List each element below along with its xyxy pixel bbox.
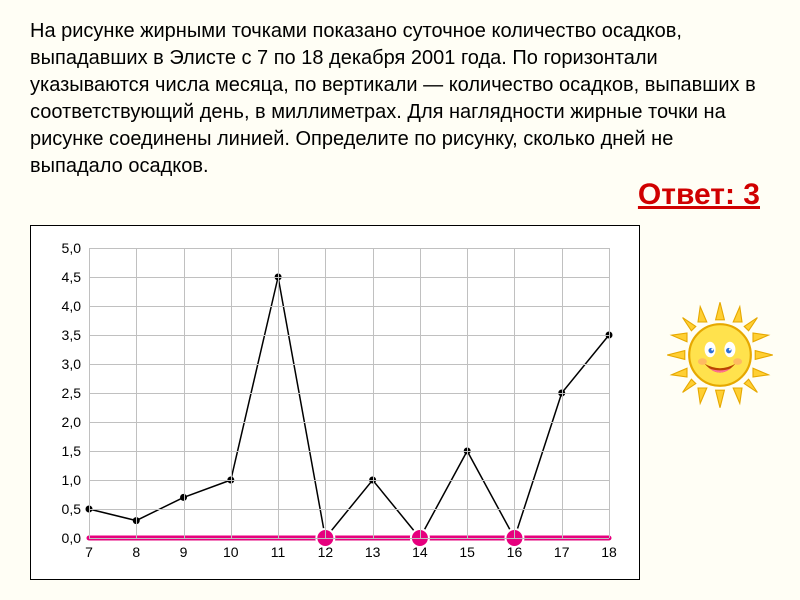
- x-axis-label: 9: [180, 538, 188, 560]
- grid-line-h: [89, 335, 609, 336]
- grid-line-v: [420, 248, 421, 538]
- x-axis-label: 8: [132, 538, 140, 560]
- grid-line-h: [89, 306, 609, 307]
- grid-line-h: [89, 364, 609, 365]
- grid-line-h: [89, 248, 609, 249]
- x-axis-label: 17: [554, 538, 570, 560]
- grid-line-h: [89, 393, 609, 394]
- x-axis-label: 10: [223, 538, 239, 560]
- problem-text: На рисунке жирными точками показано суто…: [0, 0, 800, 188]
- grid-line-v: [89, 248, 90, 538]
- x-axis-label: 16: [507, 538, 523, 560]
- grid-line-v: [609, 248, 610, 538]
- y-axis-label: 3,5: [62, 327, 89, 343]
- answer-label: Ответ: 3: [638, 178, 760, 212]
- grid-line-h: [89, 451, 609, 452]
- y-axis-label: 3,0: [62, 356, 89, 372]
- grid-line-v: [373, 248, 374, 538]
- x-axis-label: 15: [459, 538, 475, 560]
- x-axis-label: 18: [601, 538, 617, 560]
- grid-line-v: [278, 248, 279, 538]
- grid-line-v: [514, 248, 515, 538]
- grid-line-v: [231, 248, 232, 538]
- grid-line-h: [89, 538, 609, 539]
- chart-plot-area: 0,00,51,01,52,02,53,03,54,04,55,07891011…: [89, 248, 609, 538]
- x-axis-label: 11: [271, 538, 286, 560]
- grid-line-h: [89, 480, 609, 481]
- x-axis-label: 13: [365, 538, 381, 560]
- data-line: [89, 277, 609, 538]
- x-axis-label: 12: [318, 538, 334, 560]
- grid-line-v: [467, 248, 468, 538]
- y-axis-label: 2,0: [62, 414, 89, 430]
- grid-line-v: [184, 248, 185, 538]
- x-axis-label: 14: [412, 538, 428, 560]
- y-axis-label: 5,0: [62, 240, 89, 256]
- grid-line-h: [89, 277, 609, 278]
- grid-line-v: [136, 248, 137, 538]
- y-axis-label: 4,5: [62, 269, 89, 285]
- chart-container: 0,00,51,01,52,02,53,03,54,04,55,07891011…: [30, 225, 640, 580]
- sun-icon: [665, 300, 775, 410]
- y-axis-label: 4,0: [62, 298, 89, 314]
- y-axis-label: 0,5: [62, 501, 89, 517]
- grid-line-v: [325, 248, 326, 538]
- y-axis-label: 1,5: [62, 443, 89, 459]
- grid-line-v: [562, 248, 563, 538]
- x-axis-label: 7: [85, 538, 93, 560]
- grid-line-h: [89, 509, 609, 510]
- y-axis-label: 1,0: [62, 472, 89, 488]
- y-axis-label: 2,5: [62, 385, 89, 401]
- grid-line-h: [89, 422, 609, 423]
